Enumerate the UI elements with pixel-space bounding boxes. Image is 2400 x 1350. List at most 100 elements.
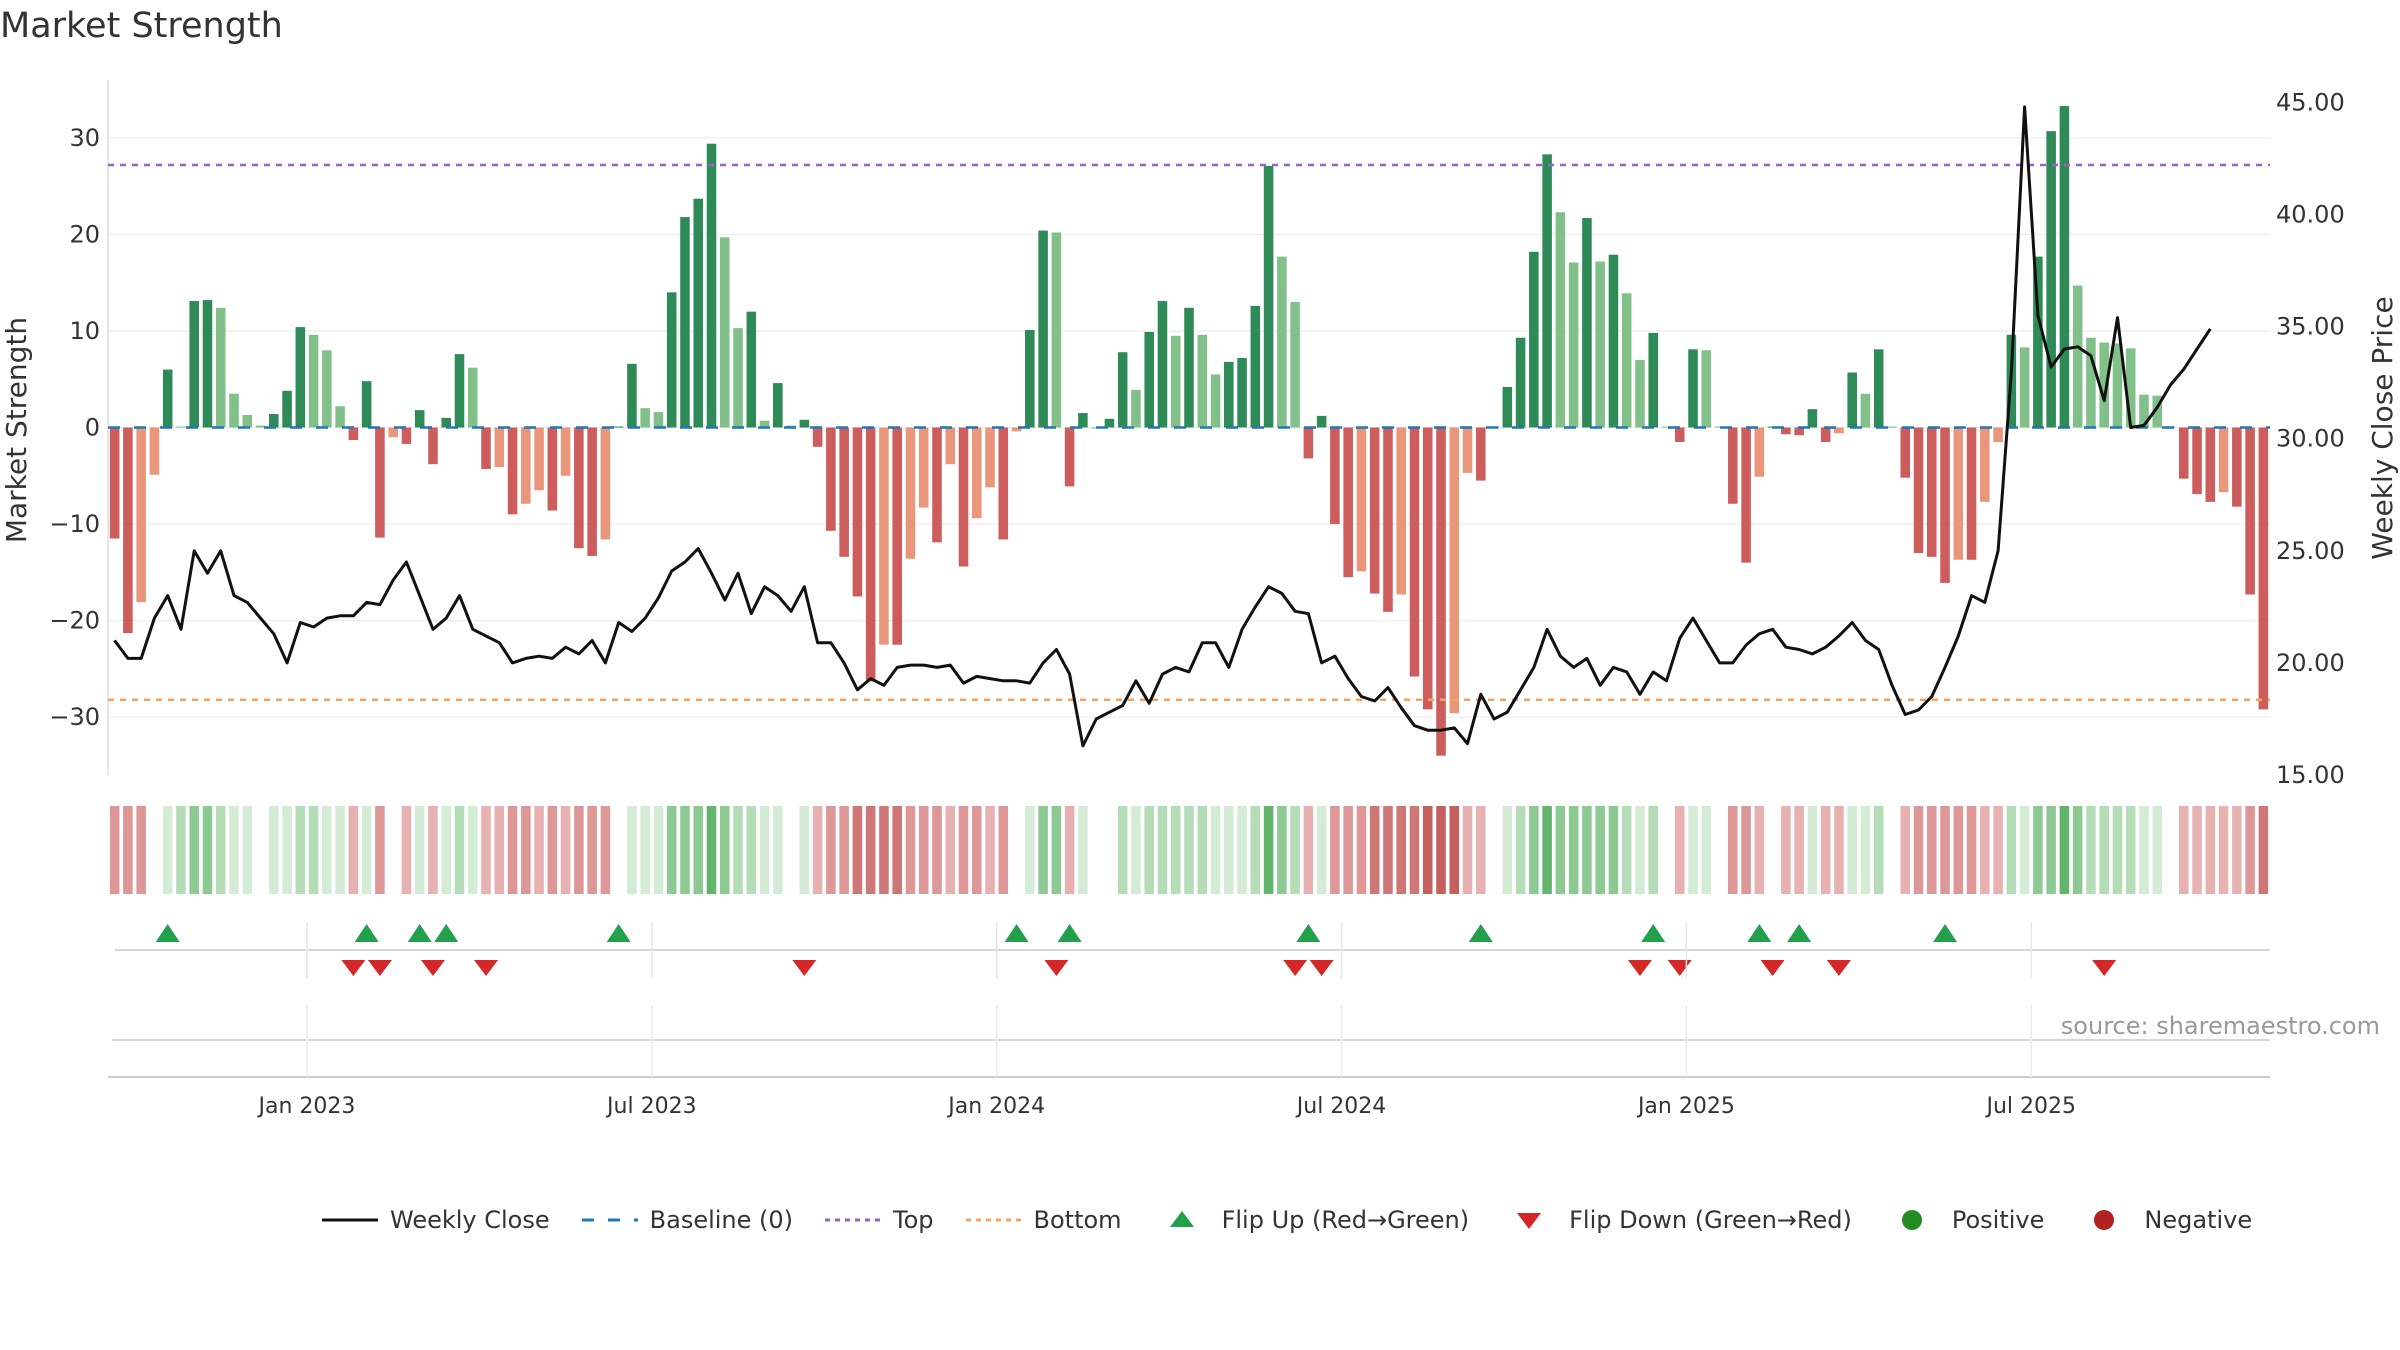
trend-strip-cell <box>2218 806 2229 894</box>
strength-bar <box>507 427 518 515</box>
trend-strip-cell <box>481 806 491 894</box>
positive-legend-icon <box>1901 1210 1922 1230</box>
trend-strip-cell <box>587 806 597 894</box>
strength-bar <box>215 307 226 428</box>
strength-bar <box>905 427 916 559</box>
strength-bar <box>1396 427 1406 595</box>
trend-strip-cell <box>348 806 359 894</box>
legend-item-negative[interactable]: Negative <box>2074 1206 2252 1234</box>
strength-bar <box>149 427 160 475</box>
trend-strip-cell <box>1210 806 1221 894</box>
trend-strip-cell <box>2232 806 2242 894</box>
chart-title: Market Strength <box>0 6 283 46</box>
trend-strip-cell <box>1701 806 1712 894</box>
strength-bar <box>1224 361 1234 428</box>
flip-up-marker <box>1787 924 1812 942</box>
trend-strip-cell <box>2205 806 2216 894</box>
trend-strip-cell <box>666 806 677 894</box>
strength-bar <box>1873 349 1884 428</box>
trend-strip-cell <box>706 806 717 894</box>
strength-bar <box>1781 427 1791 435</box>
trend-strip-cell <box>879 806 889 894</box>
trend-strip-cell <box>1993 806 2003 894</box>
trend-strip-cell <box>136 806 146 894</box>
strength-bar <box>1820 427 1831 442</box>
strength-bar <box>958 427 969 567</box>
trend-strip-cell <box>1688 806 1698 894</box>
trend-strip-cell <box>2059 806 2070 894</box>
strength-bar <box>1608 254 1619 428</box>
strength-bar <box>308 334 319 428</box>
strength-bar <box>375 427 385 538</box>
trend-strip-cell <box>560 806 571 894</box>
strength-bar <box>640 408 650 428</box>
trend-strip-cell <box>759 806 770 894</box>
trend-strip-cell <box>1250 806 1261 894</box>
strength-bar <box>441 417 452 428</box>
legend-item-flip_down[interactable]: Flip Down (Green→Red) <box>1499 1206 1852 1234</box>
strength-bar <box>295 327 306 428</box>
strength-bar <box>865 427 876 682</box>
trend-strip-cell <box>242 806 253 894</box>
strength-bar <box>481 427 491 470</box>
strength-bar <box>932 427 942 543</box>
legend-item-close[interactable]: Weekly Close <box>320 1206 550 1234</box>
strength-bar <box>666 292 677 428</box>
trend-strip-cell <box>1847 806 1857 894</box>
legend-item-positive[interactable]: Positive <box>1882 1206 2044 1234</box>
trend-strip-cell <box>998 806 1009 894</box>
flip-up-marker <box>1296 924 1321 942</box>
legend-item-bottom[interactable]: Bottom <box>964 1206 1122 1234</box>
flip-down-marker <box>2092 960 2117 976</box>
strength-bar <box>1263 165 1274 428</box>
strength-bar <box>1356 427 1367 572</box>
strength-bar <box>2072 285 2083 428</box>
strength-bar <box>1635 359 1645 428</box>
strength-bar <box>680 217 690 428</box>
trend-strip-cell <box>1807 806 1818 894</box>
flip-down-marker <box>1667 960 1692 976</box>
trend-strip-cell <box>2046 806 2056 894</box>
strength-bar <box>1250 305 1261 428</box>
trend-strip-cell <box>839 806 849 894</box>
flip-up-marker <box>434 924 459 942</box>
strength-bar <box>388 427 398 438</box>
trend-strip-cell <box>574 806 584 894</box>
strength-bar <box>1157 301 1168 428</box>
legend-item-flip_up[interactable]: Flip Up (Red→Green) <box>1152 1206 1469 1234</box>
trend-strip-cell <box>1834 806 1844 894</box>
strength-bar <box>1940 427 1950 583</box>
strength-bar <box>1688 349 1698 428</box>
y2-tick-label: 25.00 <box>2276 537 2345 565</box>
trend-strip-cell <box>1568 806 1579 894</box>
strength-bar <box>998 427 1009 540</box>
strength-bar <box>494 427 505 468</box>
strength-bar <box>773 383 783 428</box>
trend-strip-cell <box>1754 806 1765 894</box>
chart-legend: Weekly Close Baseline (0) Top Bottom Flip Up… <box>320 1206 2282 1234</box>
strength-bar <box>1754 427 1765 477</box>
trend-strip-cell <box>653 806 664 894</box>
strength-bar <box>467 367 478 428</box>
strength-bar <box>401 427 412 444</box>
strength-bar <box>1555 212 1566 428</box>
strength-bar <box>1674 427 1685 442</box>
trend-strip-cell <box>1900 806 1911 894</box>
x-tick-label: Jul 2025 <box>1984 1094 2076 1119</box>
strength-bar <box>202 300 213 428</box>
legend-item-baseline[interactable]: Baseline (0) <box>580 1206 793 1234</box>
trend-strip-cell <box>547 806 558 894</box>
flip-up-marker <box>155 924 180 942</box>
strength-bar <box>600 427 611 540</box>
legend-item-top[interactable]: Top <box>823 1206 934 1234</box>
trend-strip-cell <box>1794 806 1804 894</box>
trend-strip-cell <box>2112 806 2123 894</box>
trend-strip-cell <box>1330 806 1340 894</box>
strength-bar <box>454 354 465 428</box>
trend-strip-cell <box>1476 806 1486 894</box>
strength-bar <box>560 427 571 476</box>
trend-strip-cell <box>640 806 650 894</box>
trend-strip-cell <box>215 806 226 894</box>
strength-bar <box>282 390 292 428</box>
strength-bar <box>1529 251 1539 428</box>
